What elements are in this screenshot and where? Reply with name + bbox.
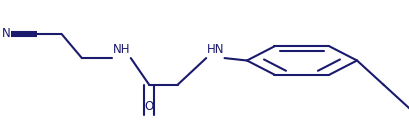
Text: HN: HN — [206, 43, 224, 56]
Text: NH: NH — [113, 43, 130, 56]
Text: N: N — [2, 27, 11, 40]
Text: O: O — [144, 100, 153, 113]
